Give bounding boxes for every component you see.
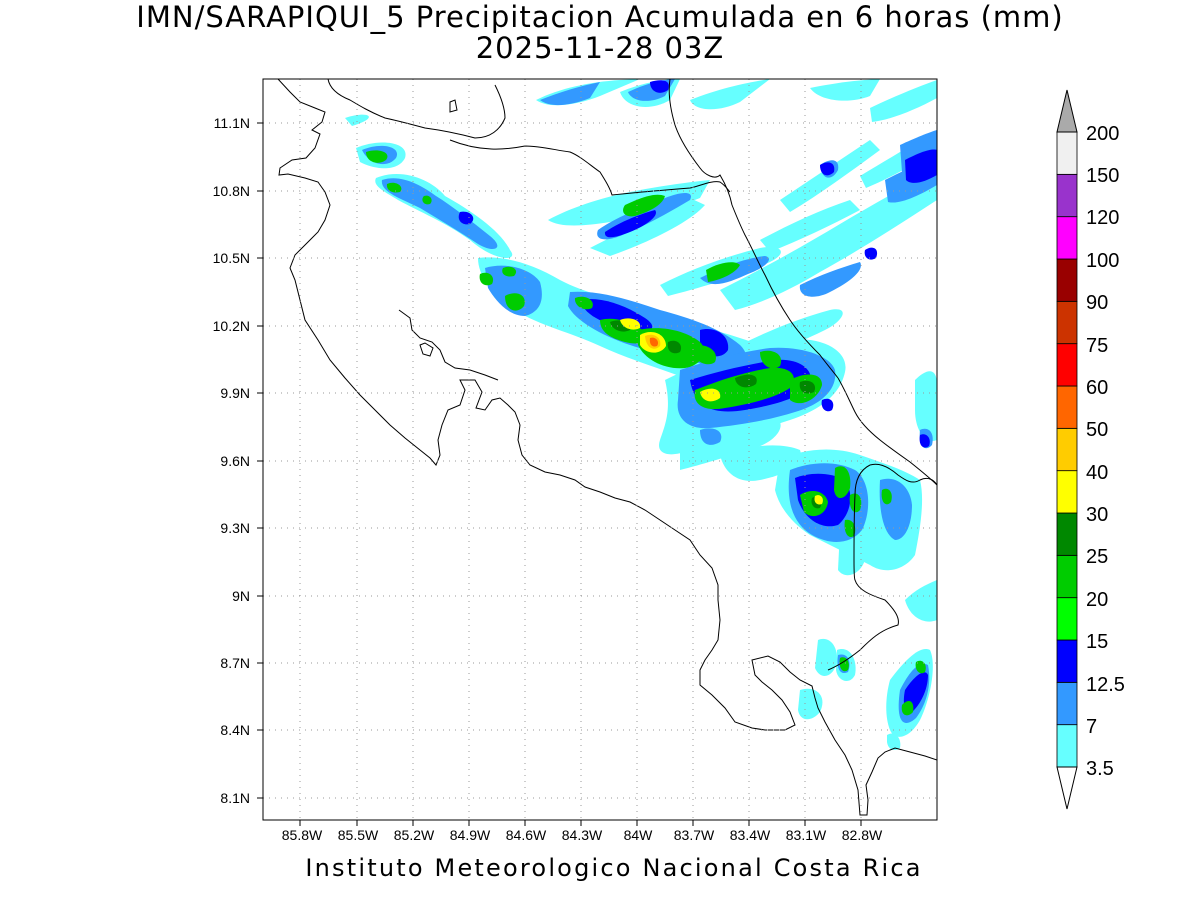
colorbar-swatches [1056, 131, 1078, 768]
colorbar-swatch [1056, 470, 1078, 514]
colorbar-label: 200 [1086, 123, 1119, 145]
colorbar-swatch [1056, 724, 1078, 768]
lon-label: 83.4W [730, 827, 771, 843]
lon-label: 83.7W [674, 827, 715, 843]
colorbar-swatch [1056, 385, 1078, 429]
lon-label: 83.1W [786, 827, 827, 843]
colorbar-swatch [1056, 216, 1078, 260]
coastline-and-borders [277, 79, 937, 816]
lon-label: 84.3W [562, 827, 603, 843]
lat-label: 9.3N [220, 520, 250, 536]
colorbar-label: 90 [1086, 292, 1108, 314]
lat-label: 8.4N [220, 722, 250, 738]
colorbar-label: 15 [1086, 631, 1108, 653]
lon-label: 85.2W [394, 827, 435, 843]
lat-label: 10.5N [213, 250, 250, 266]
colorbar-swatch [1056, 131, 1078, 175]
colorbar-swatch [1056, 681, 1078, 726]
longitude-labels: 85.8W 85.5W 85.2W 84.9W 84.6W 84.3W 84W … [282, 827, 883, 843]
lat-label: 9.9N [220, 385, 250, 401]
colorbar-label: 60 [1086, 377, 1108, 399]
precip-50-60mm-areas [649, 337, 659, 347]
footer-credit: Instituto Meteorologico Nacional Costa R… [305, 854, 923, 882]
lon-label: 84.9W [450, 827, 491, 843]
colorbar-label: 40 [1086, 462, 1108, 484]
colorbar-label: 25 [1086, 546, 1108, 568]
lon-label: 82.8W [842, 827, 883, 843]
precipitation-field [345, 79, 937, 750]
map-subtitle-date: 2025-11-28 03Z [475, 31, 725, 65]
triangle-down-icon [1056, 766, 1078, 810]
precip-3-5mm-areas [345, 79, 937, 750]
map-title: IMN/SARAPIQUI_5 Precipitacion Acumulada … [136, 0, 1064, 34]
lon-label: 84W [624, 827, 654, 843]
lat-label: 10.8N [213, 183, 250, 199]
colorbar-swatch [1056, 554, 1078, 599]
colorbar-swatch [1056, 300, 1078, 345]
lon-label: 85.8W [282, 827, 323, 843]
colorbar-swatch [1056, 427, 1078, 472]
colorbar-labels: 200 150 120 100 90 75 60 50 40 30 25 20 … [1086, 123, 1125, 780]
colorbar-swatch [1056, 597, 1078, 641]
grid-lines [263, 79, 937, 820]
lat-label: 9.6N [220, 453, 250, 469]
colorbar-label: 120 [1086, 207, 1119, 229]
colorbar-legend: 200 150 120 100 90 75 60 50 40 30 25 20 … [1056, 89, 1125, 810]
axis-ticks [257, 122, 862, 826]
triangle-up-icon [1056, 89, 1078, 133]
lon-label: 84.6W [506, 827, 547, 843]
colorbar-label: 12.5 [1086, 674, 1125, 696]
latitude-labels: 11.1N 10.8N 10.5N 10.2N 9.9N 9.6N 9.3N 9… [213, 115, 250, 806]
colorbar-label: 75 [1086, 335, 1108, 357]
lat-label: 10.2N [213, 318, 250, 334]
lat-label: 8.7N [220, 655, 250, 671]
colorbar-label: 20 [1086, 589, 1108, 611]
colorbar-swatch [1056, 173, 1078, 218]
colorbar-swatch [1056, 639, 1078, 683]
colorbar-label: 50 [1086, 419, 1108, 441]
lat-label: 9N [232, 588, 250, 604]
lon-label: 85.5W [338, 827, 379, 843]
colorbar-label: 7 [1086, 716, 1097, 738]
precip-7mm-areas [362, 79, 937, 723]
map-frame [262, 78, 938, 821]
colorbar-label: 3.5 [1086, 758, 1114, 780]
colorbar-label: 30 [1086, 504, 1108, 526]
lat-label: 11.1N [214, 115, 250, 131]
colorbar-label: 100 [1086, 250, 1119, 272]
lat-label: 8.1N [220, 790, 250, 806]
colorbar-swatch [1056, 258, 1078, 302]
colorbar-swatch [1056, 343, 1078, 387]
colorbar-label: 150 [1086, 165, 1119, 187]
colorbar-swatch [1056, 512, 1078, 556]
